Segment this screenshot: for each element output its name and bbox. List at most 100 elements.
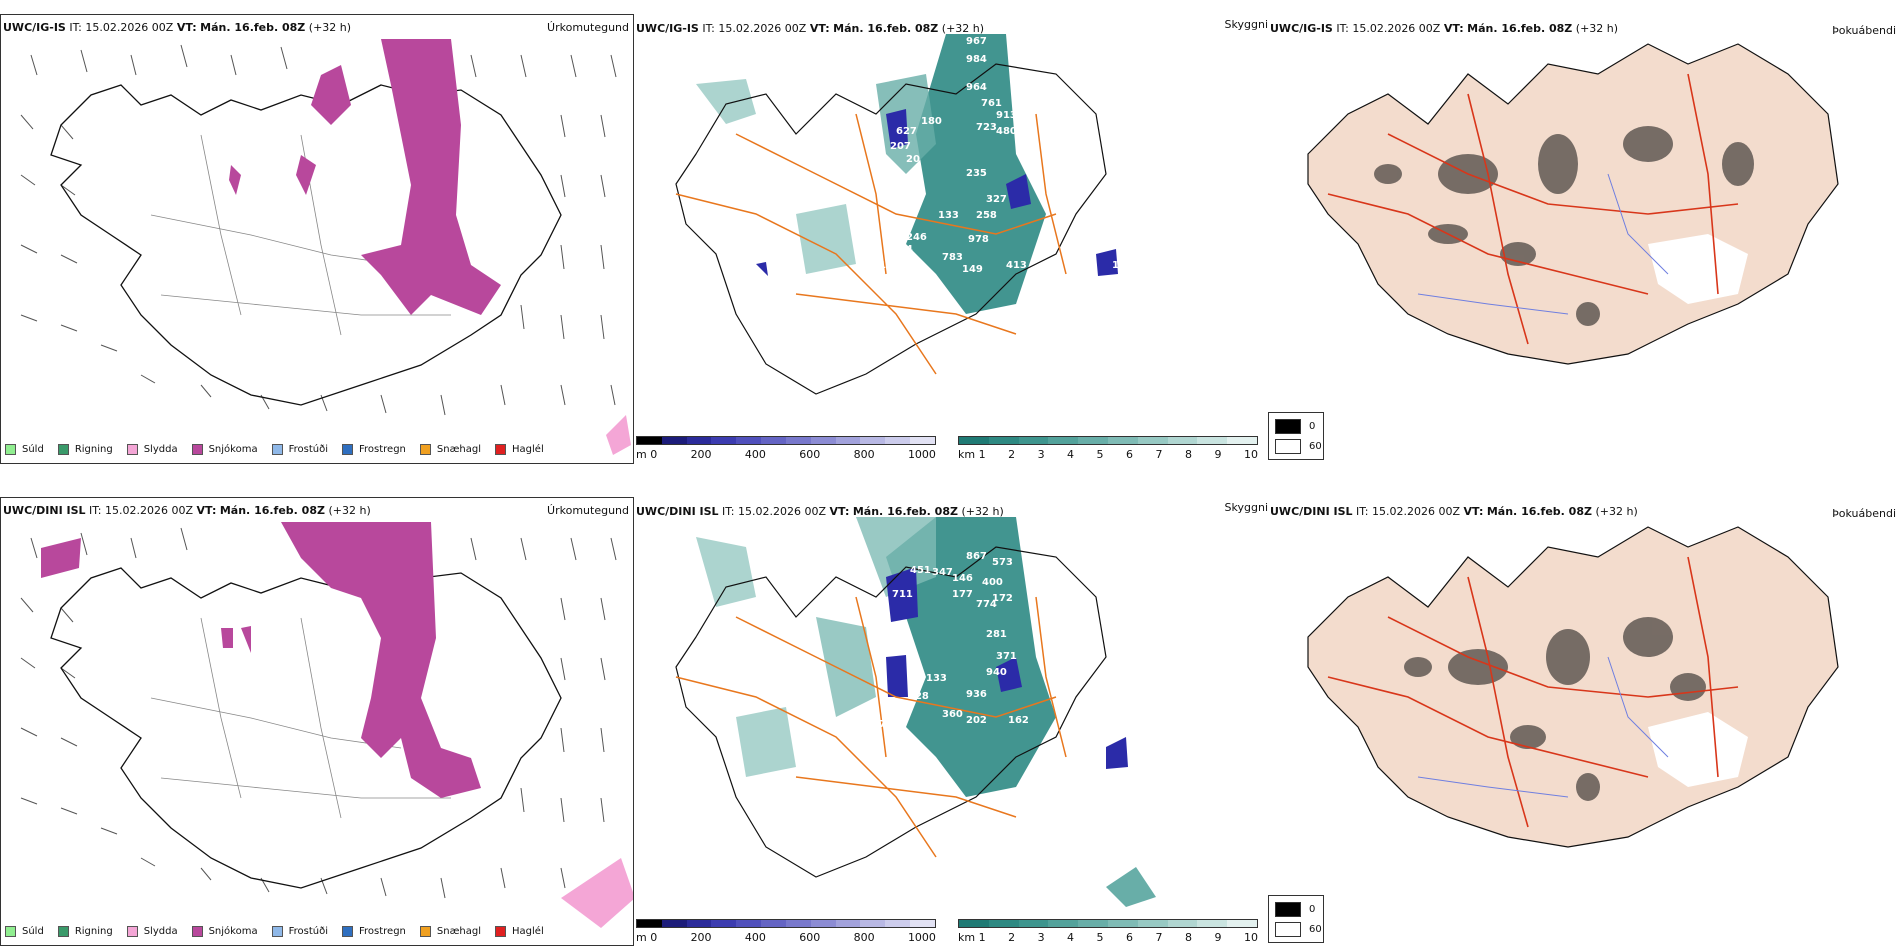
panel-header: UWC/IG-IS IT: 15.02.2026 00Z VT: Mán. 16… xyxy=(3,21,352,34)
bar-seg xyxy=(1167,437,1198,444)
cloud-base-value: 106 xyxy=(1112,260,1133,271)
bar-seg xyxy=(1137,920,1168,927)
bar-seg xyxy=(736,437,762,444)
bar-seg xyxy=(910,920,935,927)
bar-seg xyxy=(988,437,1019,444)
bar-seg xyxy=(810,437,836,444)
cloud-base-value: 774 xyxy=(976,599,997,610)
cloud-base-value: 177 xyxy=(952,589,973,600)
fog-legend-row2: 0 60 xyxy=(1268,895,1324,943)
legend-item: Haglél xyxy=(495,926,544,937)
cloud-base-value: 180 xyxy=(921,116,942,127)
cloud-base-value: 327 xyxy=(986,194,1007,205)
fog-map xyxy=(1307,526,1839,848)
cloud-base-value: 86 xyxy=(1116,719,1130,730)
cloud-base-value: 978 xyxy=(968,234,989,245)
legend-item: Haglél xyxy=(495,444,544,455)
fog-map xyxy=(1307,43,1839,365)
legend-item: Snæhagl xyxy=(419,926,481,937)
cloud-base-value: 761 xyxy=(981,98,1002,109)
fog-swatch-light xyxy=(1275,439,1301,454)
bar-seg xyxy=(637,920,662,927)
cloudbase-ticks: m 0 200 400 600 800 1000 xyxy=(636,931,936,944)
precip-legend: Súld Rigning Slydda Snjókoma Frostúði Fr… xyxy=(5,444,544,455)
cloud-base-value: 172 xyxy=(992,593,1013,604)
cloud-base-value: 940 xyxy=(986,667,1007,678)
visibility-colorbar xyxy=(958,436,1258,445)
precip-legend: Súld Rigning Slydda Snjókoma Frostúði Fr… xyxy=(5,926,544,937)
bar-seg xyxy=(959,437,989,444)
legend-swatch xyxy=(57,926,69,937)
bar-seg xyxy=(637,437,662,444)
visibility-colorbar xyxy=(958,919,1258,928)
legend-swatch xyxy=(57,444,69,455)
bar-seg xyxy=(1227,437,1257,444)
cloud-base-value: 235 xyxy=(966,168,987,179)
legend-swatch xyxy=(126,926,138,937)
bar-seg xyxy=(761,437,786,444)
bar-seg xyxy=(1018,437,1049,444)
panel-title: Þokuábendi xyxy=(1832,24,1896,37)
cloud-base-value: 936 xyxy=(966,689,987,700)
legend-item: Slydda xyxy=(126,444,178,455)
bar-seg xyxy=(1048,437,1079,444)
bar-seg xyxy=(910,437,935,444)
legend-swatch xyxy=(495,444,507,455)
bar-seg xyxy=(988,920,1019,927)
cloud-base-value: 360 xyxy=(942,709,963,720)
panel-header: UWC/IG-IS IT: 15.02.2026 00Z VT: Mán. 16… xyxy=(1270,22,1619,35)
legend-item: Frostregn xyxy=(342,444,406,455)
panel-header: UWC/IG-IS IT: 15.02.2026 00Z VT: Mán. 16… xyxy=(636,22,985,35)
bar-seg xyxy=(686,920,712,927)
cloudbase-colorbar xyxy=(636,436,936,445)
fog-swatch-light xyxy=(1275,922,1301,937)
cloud-base-value: 413 xyxy=(1006,260,1027,271)
panel-title: Skyggni xyxy=(1224,501,1268,514)
legend-item: Rigning xyxy=(57,444,113,455)
panel-header: UWC/DINI ISL IT: 15.02.2026 00Z VT: Mán.… xyxy=(636,505,1004,518)
legend-swatch xyxy=(5,444,16,455)
bar-seg xyxy=(736,920,762,927)
legend-swatch xyxy=(419,926,431,937)
cloud-base-value: 723 xyxy=(976,122,997,133)
cloud-base-value: 783 xyxy=(942,252,963,263)
cloud-base-value: 228 xyxy=(908,691,929,702)
cloud-base-value: 179 xyxy=(872,719,893,730)
legend-swatch xyxy=(271,926,283,937)
bar-seg xyxy=(810,920,836,927)
bar-seg xyxy=(661,920,687,927)
bar-seg xyxy=(959,920,989,927)
bar-seg xyxy=(1048,920,1079,927)
bar-seg xyxy=(1197,920,1228,927)
bar-seg xyxy=(860,437,886,444)
legend-item: Slydda xyxy=(126,926,178,937)
legend-item: Snæhagl xyxy=(419,444,481,455)
bar-seg xyxy=(711,920,737,927)
bar-seg xyxy=(1227,920,1257,927)
bar-seg xyxy=(661,437,687,444)
cloud-base-value: 162 xyxy=(1008,715,1029,726)
legend-item: Súld xyxy=(5,926,44,937)
legend-swatch xyxy=(342,444,353,455)
cloud-base-value: 711 xyxy=(892,589,913,600)
cloud-base-value: 144 xyxy=(892,244,913,255)
cloud-base-value: 20 xyxy=(906,154,920,165)
legend-swatch xyxy=(342,926,353,937)
iceland-coast xyxy=(50,84,562,406)
cloud-base-value: 480 xyxy=(996,126,1017,137)
panel-title: Úrkomutegund xyxy=(547,504,629,517)
cloud-base-value: 451 xyxy=(910,565,931,576)
bar-seg xyxy=(835,437,861,444)
legend-swatch xyxy=(271,444,283,455)
cloud-base-value: 913 xyxy=(996,110,1017,121)
cloud-base-value: 967 xyxy=(966,36,987,47)
bar-seg xyxy=(711,437,737,444)
legend-swatch xyxy=(126,444,138,455)
fog-swatch-dark xyxy=(1275,419,1301,434)
fog-panel-row2: UWC/DINI ISL IT: 15.02.2026 00Z VT: Mán.… xyxy=(1268,497,1900,897)
panel-header: UWC/DINI ISL IT: 15.02.2026 00Z VT: Mán.… xyxy=(3,504,371,517)
legend-item: Súld xyxy=(5,444,44,455)
precip-map xyxy=(20,522,633,928)
bar-seg xyxy=(860,920,886,927)
bar-seg xyxy=(885,920,911,927)
